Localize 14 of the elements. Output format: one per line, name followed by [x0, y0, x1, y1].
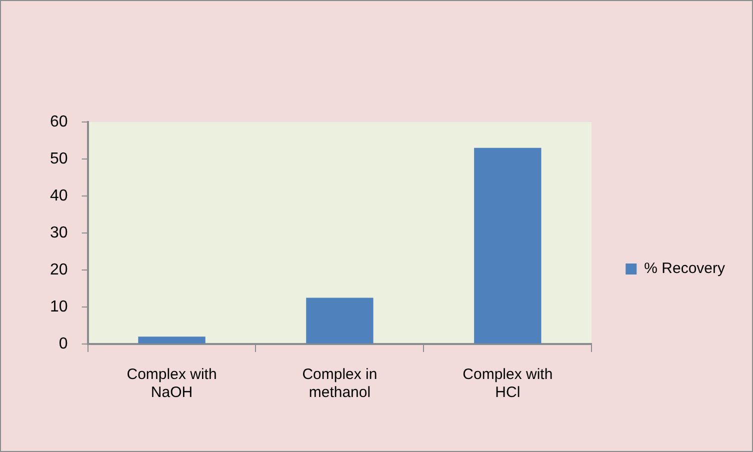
y-tick-label: 10 — [50, 298, 68, 316]
bar — [306, 298, 374, 344]
y-tick-label: 60 — [50, 113, 68, 130]
x-tick-label: Complex with HCl — [462, 366, 553, 402]
x-tick-label: Complex in methanol — [302, 366, 378, 402]
legend-label: % Recovery — [644, 260, 726, 278]
x-tick-label: Complex with NaOH — [126, 366, 217, 402]
y-tick-label: 30 — [50, 224, 68, 242]
y-tick-label: 0 — [58, 335, 68, 352]
bar — [474, 148, 542, 344]
y-tick-label: 20 — [50, 261, 68, 278]
y-tick-label: 50 — [50, 150, 68, 168]
bar — [138, 336, 206, 344]
y-tick-label: 40 — [50, 187, 68, 204]
